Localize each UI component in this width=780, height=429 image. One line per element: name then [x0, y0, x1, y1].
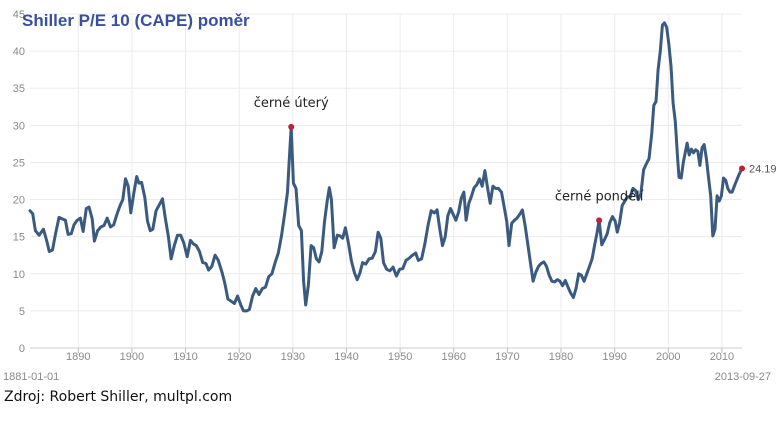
- annotation-marker: [596, 217, 603, 224]
- x-tick-label: 1890: [66, 351, 90, 363]
- y-tick-label: 10: [13, 269, 25, 281]
- y-tick-label: 40: [13, 46, 25, 58]
- y-tick-label: 25: [13, 157, 25, 169]
- x-tick-label: 2000: [656, 351, 680, 363]
- x-axis: 1890 1900 1910 1920 1930 1940 1950 1960 1970 1980…: [66, 348, 734, 363]
- x-tick-label: 1980: [549, 351, 573, 363]
- y-tick-label: 0: [19, 343, 25, 355]
- x-tick-label: 2010: [710, 351, 734, 363]
- x-tick-label: 1940: [334, 351, 358, 363]
- annotation-label: černé úterý: [254, 96, 329, 111]
- annotation-marker: [288, 123, 295, 130]
- y-tick-label: 35: [13, 83, 25, 95]
- x-tick-label: 1990: [602, 351, 626, 363]
- x-tick-label: 1950: [388, 351, 412, 363]
- grid-lines: [30, 13, 742, 349]
- annotation-markers: černé úterý černé pondělí 24.19: [254, 96, 777, 224]
- y-tick-label: 45: [13, 9, 25, 21]
- cape-series-line: [28, 21, 744, 313]
- y-tick-label: 15: [13, 232, 25, 244]
- x-range-end-label: 2013-09-27: [715, 371, 771, 383]
- chart-title: Shiller P/E 10 (CAPE) poměr: [22, 11, 250, 30]
- y-tick-label: 5: [19, 306, 25, 318]
- x-tick-label: 1930: [281, 351, 305, 363]
- y-tick-label: 30: [13, 120, 25, 132]
- y-tick-label: 20: [13, 195, 25, 207]
- last-value-label: 24.19: [749, 163, 777, 175]
- x-tick-label: 1920: [227, 351, 251, 363]
- x-tick-label: 1900: [120, 351, 144, 363]
- source-caption: Zdroj: Robert Shiller, multpl.com: [4, 389, 233, 405]
- x-tick-label: 1910: [173, 351, 197, 363]
- y-axis: 0 5 10 15 20 25 30 35 40 45: [13, 9, 25, 355]
- annotation-label: černé pondělí: [555, 189, 644, 204]
- x-tick-label: 1970: [495, 351, 519, 363]
- x-tick-label: 1960: [442, 351, 466, 363]
- last-value-marker: [739, 165, 745, 172]
- x-range-start-label: 1881-01-01: [3, 371, 59, 383]
